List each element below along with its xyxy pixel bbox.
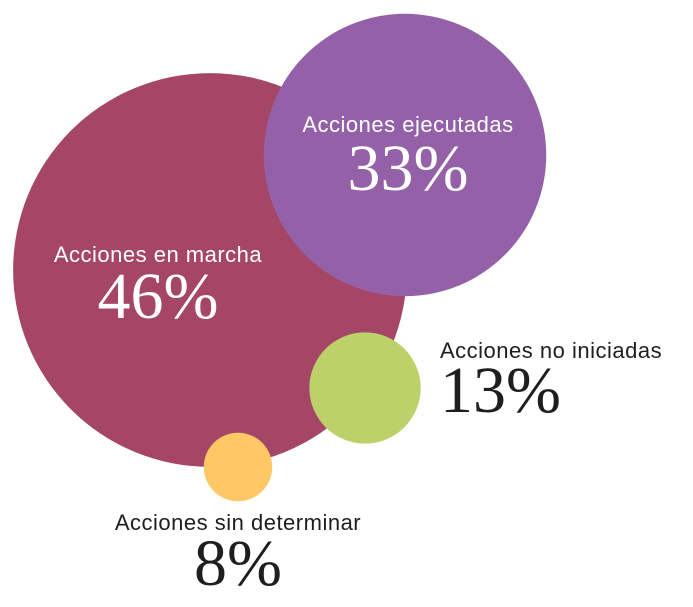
value-label: 8% (194, 527, 282, 600)
value-label: 33% (348, 132, 469, 205)
bubble-label: Acciones ejecutadas (302, 112, 513, 137)
bubble-label: Acciones en marcha (54, 242, 263, 267)
bubble-label: Acciones sin determinar (115, 510, 361, 535)
value-label: 46% (98, 260, 219, 333)
bubble (203, 432, 273, 502)
bubble (309, 332, 421, 444)
bubble-label: Acciones no iniciadas (440, 338, 662, 363)
value-label: 13% (440, 354, 561, 427)
bubble (263, 13, 547, 297)
